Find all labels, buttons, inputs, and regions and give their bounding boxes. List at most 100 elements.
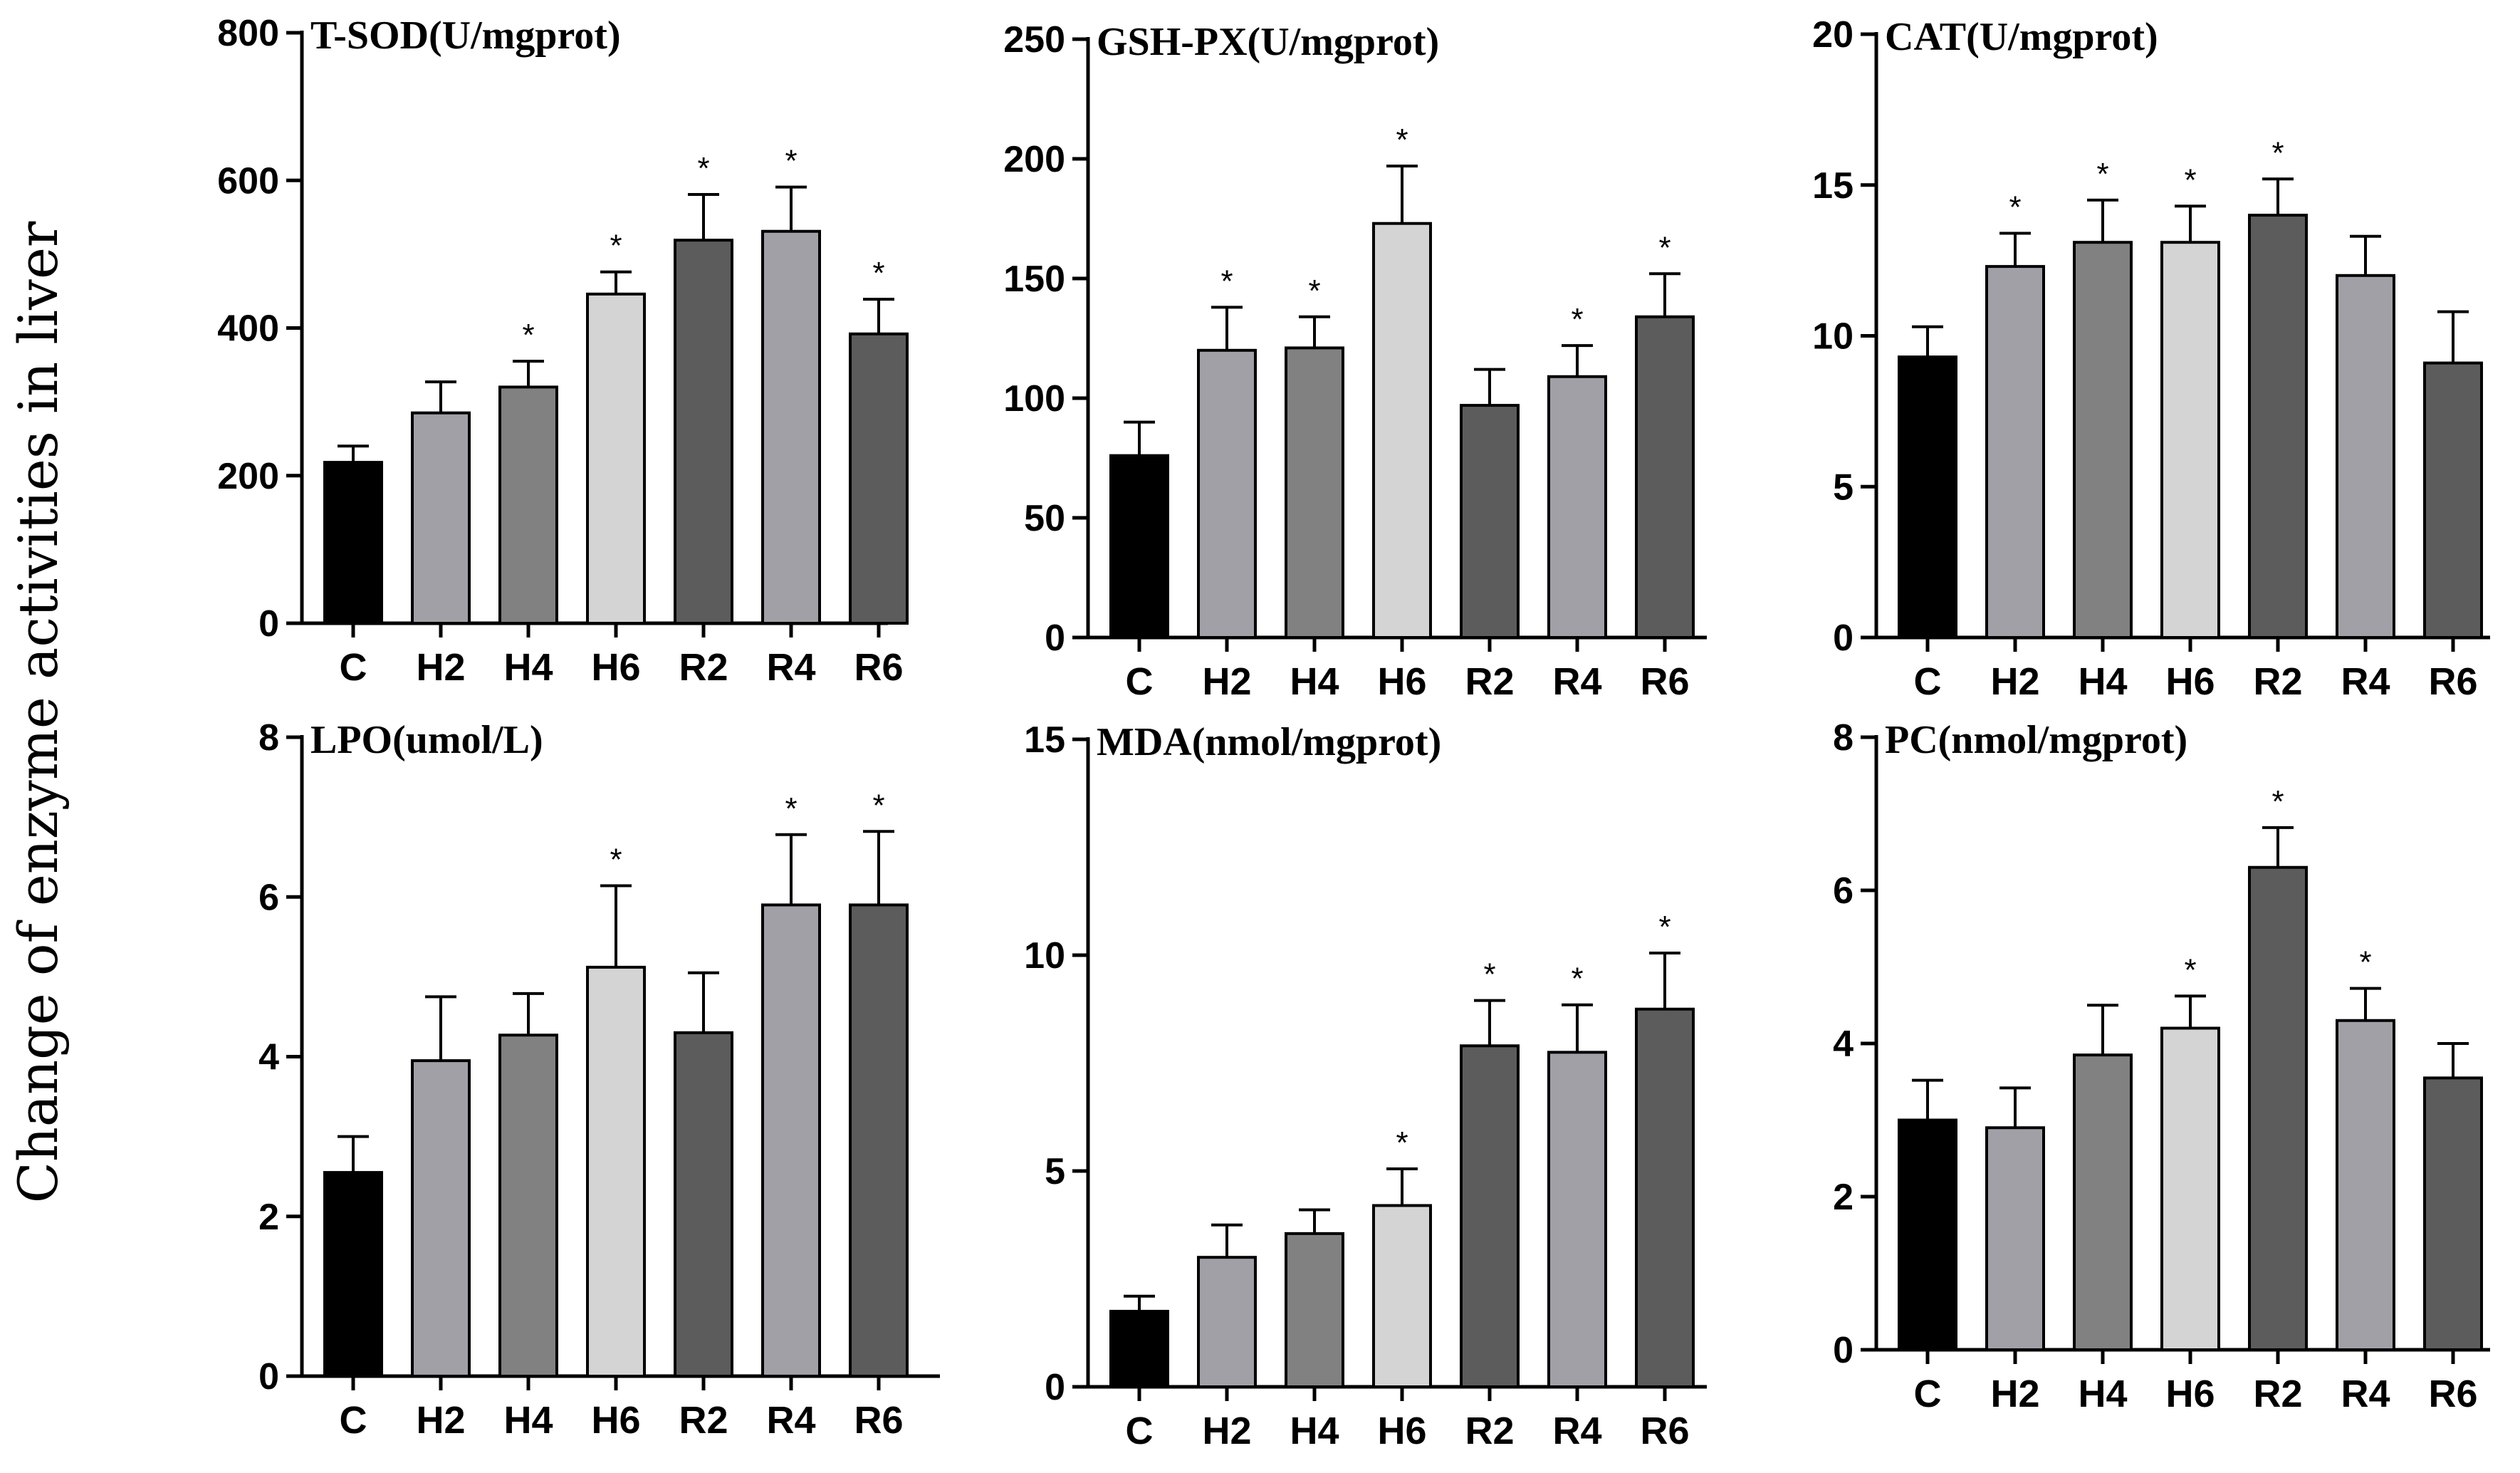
significance-star: *	[785, 791, 797, 826]
bar-H6	[2160, 1026, 2220, 1351]
y-tick-label: 400	[217, 308, 279, 350]
x-tick-label: R2	[679, 1399, 728, 1442]
bar-H2	[411, 411, 471, 625]
x-tick-label: H4	[2078, 1373, 2127, 1415]
y-tick-label: 10	[1812, 316, 1854, 358]
significance-star: *	[1308, 274, 1320, 308]
significance-star: *	[2271, 784, 2284, 819]
bar-H4	[498, 1034, 558, 1378]
significance-star: *	[2009, 190, 2021, 225]
chart-panel-5: 0 5 10 15 MDA(nmol/mgprot) C H2 H4 * H6 * R2 * R4 * R6	[1024, 719, 1707, 1452]
significance-star: *	[610, 229, 622, 264]
chart-title: LPO(umol/L)	[310, 718, 543, 762]
significance-star: *	[1483, 957, 1495, 992]
bar-C	[1109, 1309, 1169, 1388]
y-tick-label: 5	[1833, 467, 1854, 508]
bar-H2	[1197, 348, 1257, 639]
chart-panel-2: 0 50 100 150 200 250 GSH-PX(U/mgprot) C * H2 * H4 * H…	[1003, 19, 1707, 703]
y-tick-label: 2	[258, 1197, 279, 1238]
significance-star: *	[1396, 1125, 1408, 1160]
chart-panel-3: 0 5 10 15 20 CAT(U/mgprot) C * H2 * H4 * H6 * R2 R4 R6	[1812, 14, 2490, 703]
x-tick-label: H2	[1990, 1373, 2039, 1415]
significance-star: *	[1658, 230, 1671, 265]
y-tick-label: 0	[1833, 618, 1854, 659]
significance-star: *	[610, 843, 622, 878]
x-tick-label: H4	[2078, 660, 2127, 703]
bar-C	[1898, 355, 1957, 639]
y-tick-label: 250	[1003, 19, 1065, 61]
bar-C	[323, 1171, 383, 1378]
bar-H2	[1985, 1126, 2045, 1351]
bar-H6	[586, 965, 646, 1378]
significance-star: *	[1658, 910, 1671, 944]
y-tick-label: 100	[1003, 378, 1065, 420]
x-tick-label: C	[1914, 1373, 1942, 1415]
bar-H6	[1372, 1204, 1432, 1388]
y-tick-label: 50	[1024, 498, 1065, 539]
y-tick-label: 800	[217, 13, 279, 54]
significance-star: *	[872, 256, 884, 291]
bar-R4	[2336, 274, 2395, 639]
significance-star: *	[697, 151, 709, 186]
x-tick-label: R6	[854, 646, 903, 689]
x-tick-label: R2	[1465, 1410, 1514, 1452]
bar-R6	[1635, 315, 1695, 639]
x-tick-label: R2	[679, 646, 728, 689]
y-tick-label: 8	[258, 717, 279, 759]
y-tick-label: 6	[1833, 870, 1854, 912]
x-tick-label: C	[340, 1399, 367, 1442]
significance-star: *	[2271, 135, 2284, 170]
significance-star: *	[785, 144, 797, 179]
y-tick-label: 2	[1833, 1177, 1854, 1218]
x-tick-label: R6	[854, 1399, 903, 1442]
y-tick-label: 150	[1003, 259, 1065, 300]
figure-ylabel: Change of enzyme activities in liver	[6, 221, 70, 1203]
chart-panel-4: 0 2 4 6 8 LPO(umol/L) C H2 H4 * H6 R2 * R4 * R6	[258, 717, 940, 1442]
x-tick-label: H4	[1290, 1410, 1339, 1452]
bar-R6	[849, 332, 909, 625]
x-tick-label: R4	[2341, 1373, 2390, 1415]
bar-R2	[674, 239, 733, 625]
chart-title: T-SOD(U/mgprot)	[310, 14, 621, 58]
x-tick-label: C	[340, 646, 367, 689]
x-tick-label: C	[1914, 660, 1942, 703]
y-tick-label: 0	[1045, 618, 1065, 659]
chart-panel-6: 0 2 4 6 8 PC(nmol/mgprot) C H2 H4 * H6 * R2 * R4 R6	[1833, 717, 2490, 1415]
bar-R2	[2248, 214, 2308, 640]
bar-R2	[1460, 1044, 1520, 1388]
bar-H4	[498, 385, 558, 625]
chart-title: CAT(U/mgprot)	[1885, 15, 2158, 59]
x-tick-label: C	[1126, 660, 1154, 703]
bar-C	[323, 461, 383, 625]
x-tick-label: R2	[2253, 660, 2302, 703]
bar-H6	[1372, 222, 1432, 640]
bar-R6	[1635, 1007, 1695, 1388]
y-tick-label: 5	[1045, 1151, 1065, 1192]
x-tick-label: R6	[1640, 660, 1689, 703]
bar-R4	[761, 903, 821, 1378]
bar-H4	[1285, 346, 1344, 639]
x-tick-label: H2	[1990, 660, 2039, 703]
x-tick-label: C	[1126, 1410, 1154, 1452]
significance-star: *	[522, 318, 534, 353]
x-tick-label: H2	[1202, 1410, 1251, 1452]
bar-R6	[2423, 1076, 2483, 1351]
y-tick-label: 15	[1024, 719, 1065, 761]
y-tick-label: 20	[1812, 14, 1854, 56]
x-tick-label: R4	[2341, 660, 2390, 703]
y-tick-label: 8	[1833, 717, 1854, 759]
bar-R4	[1547, 1051, 1607, 1388]
significance-star: *	[1396, 123, 1408, 157]
x-tick-label: R6	[2428, 660, 2477, 703]
x-tick-label: H4	[503, 646, 553, 689]
x-tick-label: H6	[2165, 1373, 2215, 1415]
chart-panel-1: 0 200 400 600 800 T-SOD(U/mgprot) C H2 * H4 * H6 * R2…	[217, 13, 909, 689]
y-tick-label: 0	[258, 603, 279, 645]
chart-title: GSH-PX(U/mgprot)	[1097, 20, 1439, 64]
bar-R2	[674, 1031, 733, 1378]
y-tick-label: 200	[1003, 139, 1065, 180]
x-tick-label: H2	[416, 1399, 465, 1442]
significance-star: *	[2184, 162, 2196, 197]
y-tick-label: 0	[258, 1356, 279, 1397]
